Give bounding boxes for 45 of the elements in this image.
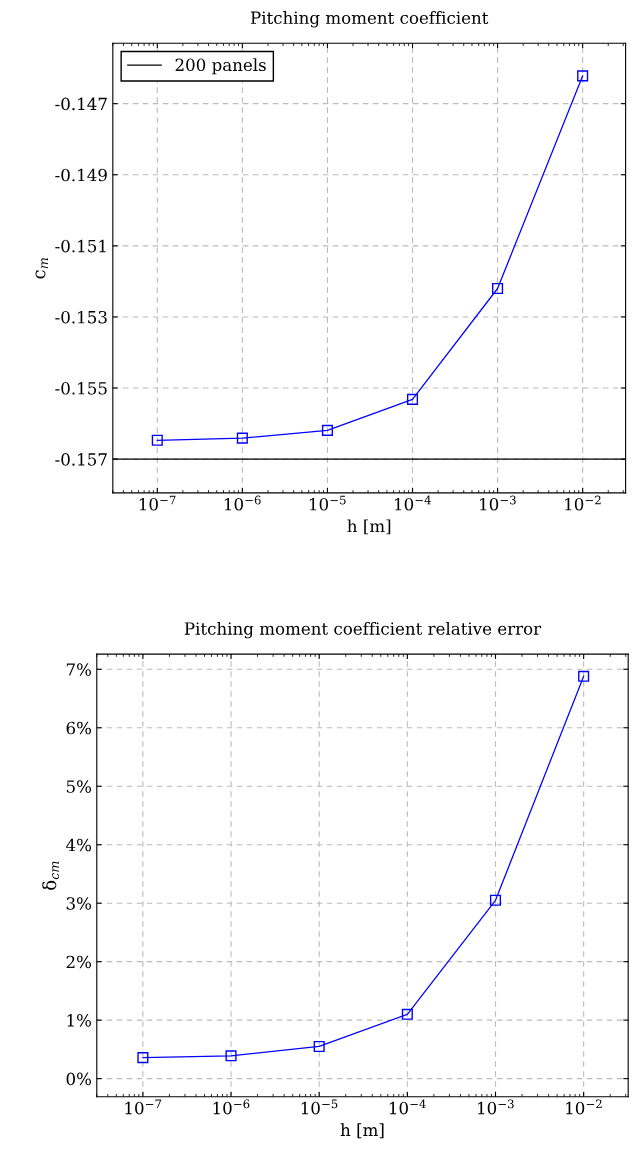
x-tick-label: 10$^{−3}$	[478, 1099, 514, 1115]
x-axis-title: h [m]	[347, 519, 391, 535]
chart-title: Pitching moment coefficient relative error	[184, 621, 542, 639]
x-tick-label: 10$^{−5}$	[301, 1099, 338, 1115]
x-tick-label: 10$^{−5}$	[309, 495, 346, 511]
point	[489, 894, 502, 906]
x-tick-label: 10$^{−2}$	[565, 495, 601, 511]
x-axis-title: h [m]	[340, 1123, 384, 1139]
point	[406, 393, 419, 405]
x-tick-label: 10$^{−6}$	[213, 1099, 250, 1115]
y-tick-label: 7%	[66, 663, 92, 676]
x-tick-label: 10$^{−4}$	[389, 1099, 426, 1115]
point	[137, 1052, 149, 1064]
point	[401, 1008, 413, 1020]
y-tick-label: 1%	[67, 1014, 92, 1027]
y-tick-label: 5%	[66, 780, 92, 793]
y-tick-label: -0.153	[55, 310, 107, 324]
point	[578, 670, 590, 682]
point	[577, 70, 589, 82]
y-tick-label: -0.149	[55, 168, 107, 182]
x-tick-label: 10$^{−6}$	[224, 495, 261, 511]
y-tick-label: -0.147	[55, 97, 107, 111]
y-axis-title: c$_{m}$	[35, 258, 48, 279]
point	[225, 1050, 237, 1062]
y-tick-label: 0%	[66, 1072, 92, 1086]
y-tick-label: -0.151	[55, 239, 106, 253]
point	[151, 434, 163, 446]
x-tick-label: 10$^{−3}$	[480, 495, 516, 511]
y-tick-label: 6%	[66, 721, 92, 735]
chart-title: Pitching moment coefficient	[250, 11, 489, 28]
y-tick-label: 4%	[66, 838, 92, 852]
y-tick-label: -0.155	[55, 381, 107, 395]
legend-label: 200 panels	[175, 58, 266, 75]
x-tick-label: 10$^{−7}$	[139, 495, 176, 511]
y-tick-label: -0.157	[55, 453, 107, 466]
y-tick-label: 2%	[66, 955, 92, 969]
y-tick-label: 3%	[66, 897, 92, 910]
x-tick-label: 10$^{−2}$	[566, 1099, 602, 1115]
x-tick-label: 10$^{−4}$	[395, 495, 431, 511]
y-axis-title: δ$_{cm}$	[42, 861, 60, 890]
point	[236, 432, 248, 444]
point	[321, 424, 333, 436]
point	[492, 282, 504, 295]
x-tick-label: 10$^{−7}$	[125, 1099, 162, 1115]
point	[313, 1040, 325, 1053]
